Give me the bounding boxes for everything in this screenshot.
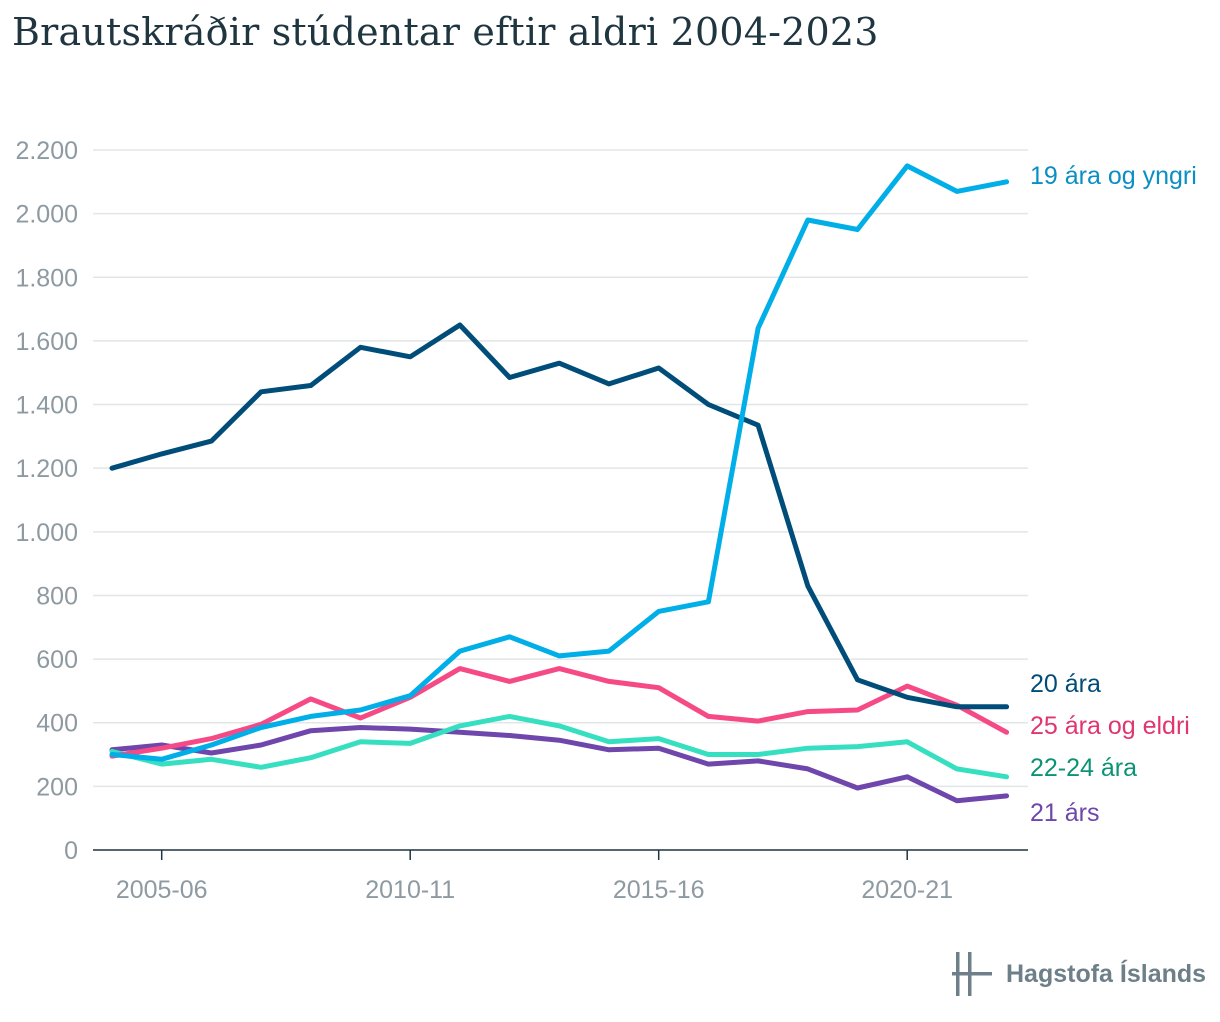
hagstofa-logo-icon: [952, 952, 992, 996]
series-label: 25 ára og eldri: [1030, 712, 1190, 740]
chart-title: Brautskráðir stúdentar eftir aldri 2004-…: [12, 10, 879, 54]
y-tick-label: 1.000: [15, 519, 78, 547]
x-tick-label: 2015-16: [613, 876, 705, 904]
y-tick-label: 1.600: [15, 328, 78, 356]
x-axis: 2005-06 2010-11 2015-16 2020-21: [93, 849, 1028, 904]
y-tick-label: 1.400: [15, 392, 78, 420]
x-tick-label: 2010-11: [365, 876, 455, 904]
y-tick-label: 2.200: [15, 137, 78, 165]
x-tick-label: 2020-21: [861, 876, 953, 904]
y-tick-label: 800: [36, 582, 78, 610]
series-line: [109, 163, 1010, 762]
y-axis: 0 200 400 600 800 1.000 1.200 1.400 1.600 1.800 2.…: [15, 137, 78, 865]
series-line: [109, 713, 1010, 780]
series-label: 22-24 ára: [1030, 754, 1137, 782]
y-tick-label: 200: [36, 773, 78, 801]
series-line: [109, 322, 1010, 710]
y-tick-label: 1.800: [15, 264, 78, 292]
series-label: 21 árs: [1030, 799, 1099, 827]
y-tick-label: 1.200: [15, 455, 78, 483]
x-tick-label: 2005-06: [116, 876, 208, 904]
y-tick-label: 600: [36, 646, 78, 674]
series-lines: [109, 163, 1010, 804]
y-tick-label: 2.000: [15, 201, 78, 229]
series-label: 19 ára og yngri: [1030, 162, 1197, 190]
logo-text: Hagstofa Íslands: [1006, 959, 1207, 988]
series-line: [109, 725, 1010, 804]
y-tick-label: 400: [36, 710, 78, 738]
series-labels: 19 ára og yngri 20 ára 25 ára og eldri 22-2…: [1030, 162, 1197, 827]
series-label: 20 ára: [1030, 670, 1101, 698]
series-line: [109, 666, 1010, 759]
hagstofa-logo[interactable]: Hagstofa Íslands: [952, 950, 1206, 998]
y-tick-label: 0: [64, 837, 78, 865]
